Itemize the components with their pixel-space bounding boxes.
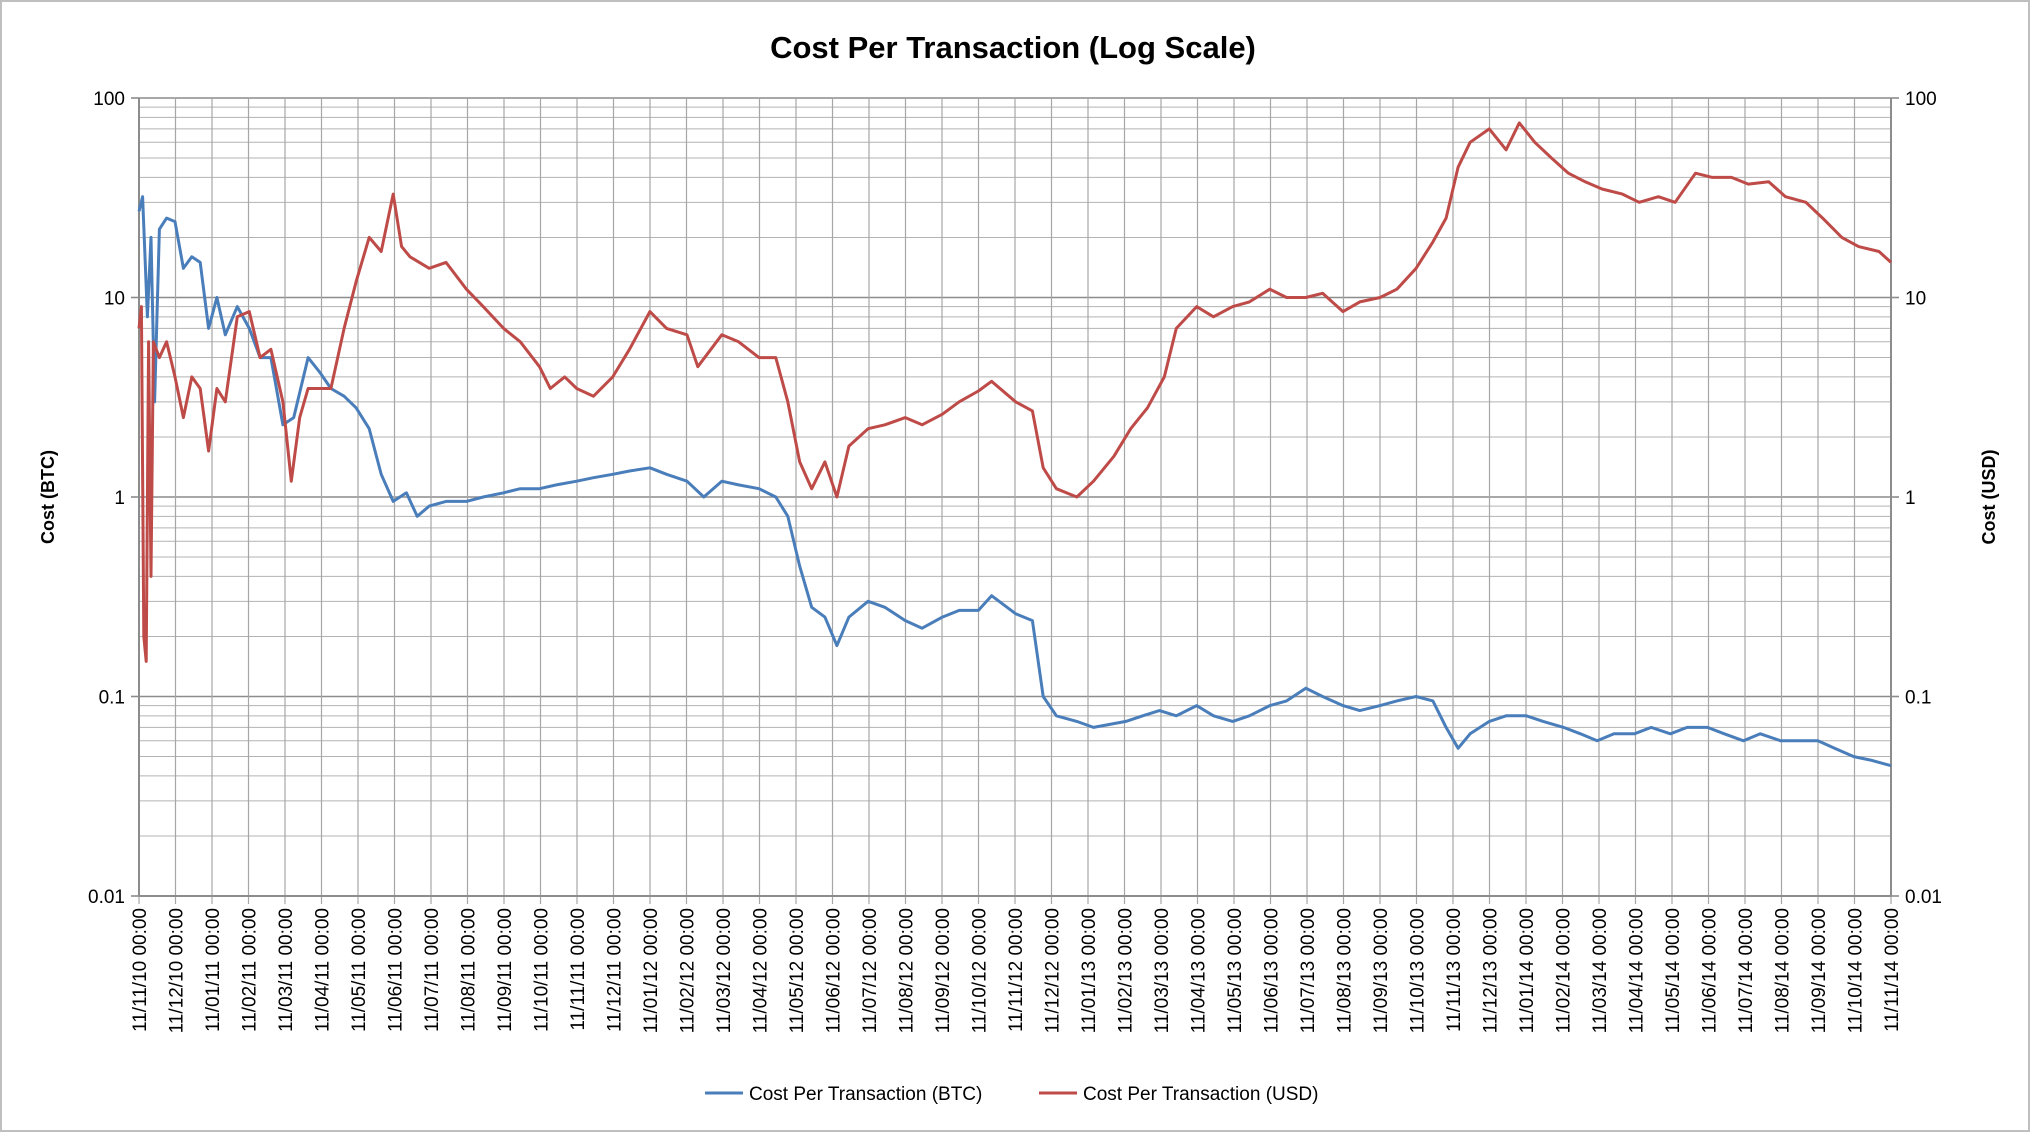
y-tick-label-right: 10 — [1905, 289, 1926, 310]
x-tick-label: 11/10/11 00:00 — [532, 908, 553, 1032]
grid — [138, 97, 1892, 904]
x-tick-label: 11/09/11 00:00 — [495, 908, 516, 1032]
y-tick-label-left: 0.1 — [99, 688, 125, 709]
legend: Cost Per Transaction (BTC) Cost Per Tran… — [705, 1084, 1318, 1105]
legend-label-btc: Cost Per Transaction (BTC) — [749, 1084, 982, 1105]
x-tick-label: 11/11/13 00:00 — [1444, 908, 1465, 1032]
x-tick-label: 11/02/13 00:00 — [1116, 908, 1137, 1033]
x-tick-label: 11/09/13 00:00 — [1371, 908, 1392, 1033]
x-tick-label: 11/03/11 00:00 — [276, 908, 297, 1032]
x-tick-label: 11/07/12 00:00 — [860, 908, 881, 1033]
x-tick-label: 11/02/14 00:00 — [1554, 908, 1575, 1033]
x-tick-label: 11/06/14 00:00 — [1700, 908, 1721, 1033]
x-tick-label: 11/12/11 00:00 — [605, 908, 626, 1032]
y-tick-label-right: 1 — [1905, 488, 1916, 509]
x-tick-label: 11/05/11 00:00 — [349, 908, 370, 1032]
series-line-btc — [137, 195, 1892, 768]
x-tick-label: 11/07/14 00:00 — [1736, 908, 1757, 1033]
series-lines — [137, 121, 1893, 768]
y-tick-label-left: 0.01 — [88, 887, 125, 908]
x-tick-label: 11/02/12 00:00 — [678, 908, 699, 1033]
y-tick-label-left: 100 — [93, 89, 125, 110]
x-tick-label: 11/03/14 00:00 — [1590, 908, 1611, 1033]
x-tick-label: 11/01/13 00:00 — [1079, 908, 1100, 1033]
x-tick-label: 11/08/14 00:00 — [1773, 908, 1794, 1033]
x-tick-label: 11/12/10 00:00 — [167, 908, 188, 1033]
y-axis-label-right: Cost (USD) — [1979, 450, 1999, 545]
y-tick-label-left: 10 — [104, 289, 125, 310]
x-tick-label: 11/01/11 00:00 — [203, 908, 224, 1032]
x-tick-label: 11/11/11 00:00 — [568, 908, 589, 1031]
x-tick-label: 11/10/12 00:00 — [970, 908, 991, 1033]
x-tick-label: 11/04/14 00:00 — [1627, 908, 1648, 1033]
axes: 11/11/10 00:00 11/12/10 00:00 11/01/11 00:… — [88, 89, 1942, 1033]
x-tick-label: 11/02/11 00:00 — [240, 908, 261, 1032]
y-tick-label-right: 100 — [1905, 89, 1937, 110]
y-tick-label-right: 0.1 — [1905, 688, 1931, 709]
y-axis-label-left: Cost (BTC) — [38, 450, 58, 544]
x-tick-label: 11/08/12 00:00 — [897, 908, 918, 1033]
x-tick-label: 11/07/13 00:00 — [1298, 908, 1319, 1033]
chart-title: Cost Per Transaction (Log Scale) — [770, 30, 1256, 65]
x-tick-label: 11/03/13 00:00 — [1152, 908, 1173, 1033]
x-tick-label: 11/04/13 00:00 — [1189, 908, 1210, 1033]
x-tick-label: 11/10/13 00:00 — [1408, 908, 1429, 1033]
x-tick-label: 11/05/14 00:00 — [1663, 908, 1684, 1033]
x-tick-label: 11/10/14 00:00 — [1846, 908, 1867, 1033]
x-tick-label: 11/11/12 00:00 — [1006, 908, 1027, 1032]
x-tick-label: 11/12/13 00:00 — [1481, 908, 1502, 1033]
x-tick-label: 11/08/11 00:00 — [459, 908, 480, 1032]
x-tick-label: 11/09/12 00:00 — [933, 908, 954, 1033]
x-tick-label: 11/06/12 00:00 — [824, 908, 845, 1033]
series-line-usd — [137, 121, 1893, 663]
x-tick-label: 11/05/12 00:00 — [787, 908, 808, 1033]
x-tick-label: 11/11/14 00:00 — [1882, 908, 1903, 1032]
x-tick-label: 11/07/11 00:00 — [422, 908, 443, 1032]
x-tick-label: 11/12/12 00:00 — [1043, 908, 1064, 1033]
y-tick-label-right: 0.01 — [1905, 887, 1942, 908]
x-tick-label: 11/06/11 00:00 — [386, 908, 407, 1032]
x-tick-label: 11/05/13 00:00 — [1225, 908, 1246, 1033]
x-tick-label: 11/03/12 00:00 — [714, 908, 735, 1033]
legend-label-usd: Cost Per Transaction (USD) — [1083, 1084, 1318, 1105]
x-tick-label: 11/11/10 00:00 — [130, 908, 151, 1032]
x-tick-label: 11/06/13 00:00 — [1262, 908, 1283, 1033]
x-tick-label: 11/01/14 00:00 — [1517, 908, 1538, 1033]
x-tick-label: 11/08/13 00:00 — [1335, 908, 1356, 1033]
x-tick-label: 11/09/14 00:00 — [1809, 908, 1830, 1033]
x-tick-label: 11/01/12 00:00 — [641, 908, 662, 1033]
y-tick-label-left: 1 — [114, 488, 125, 509]
x-tick-label: 11/04/11 00:00 — [313, 908, 334, 1032]
x-tick-label: 11/04/12 00:00 — [751, 908, 772, 1033]
